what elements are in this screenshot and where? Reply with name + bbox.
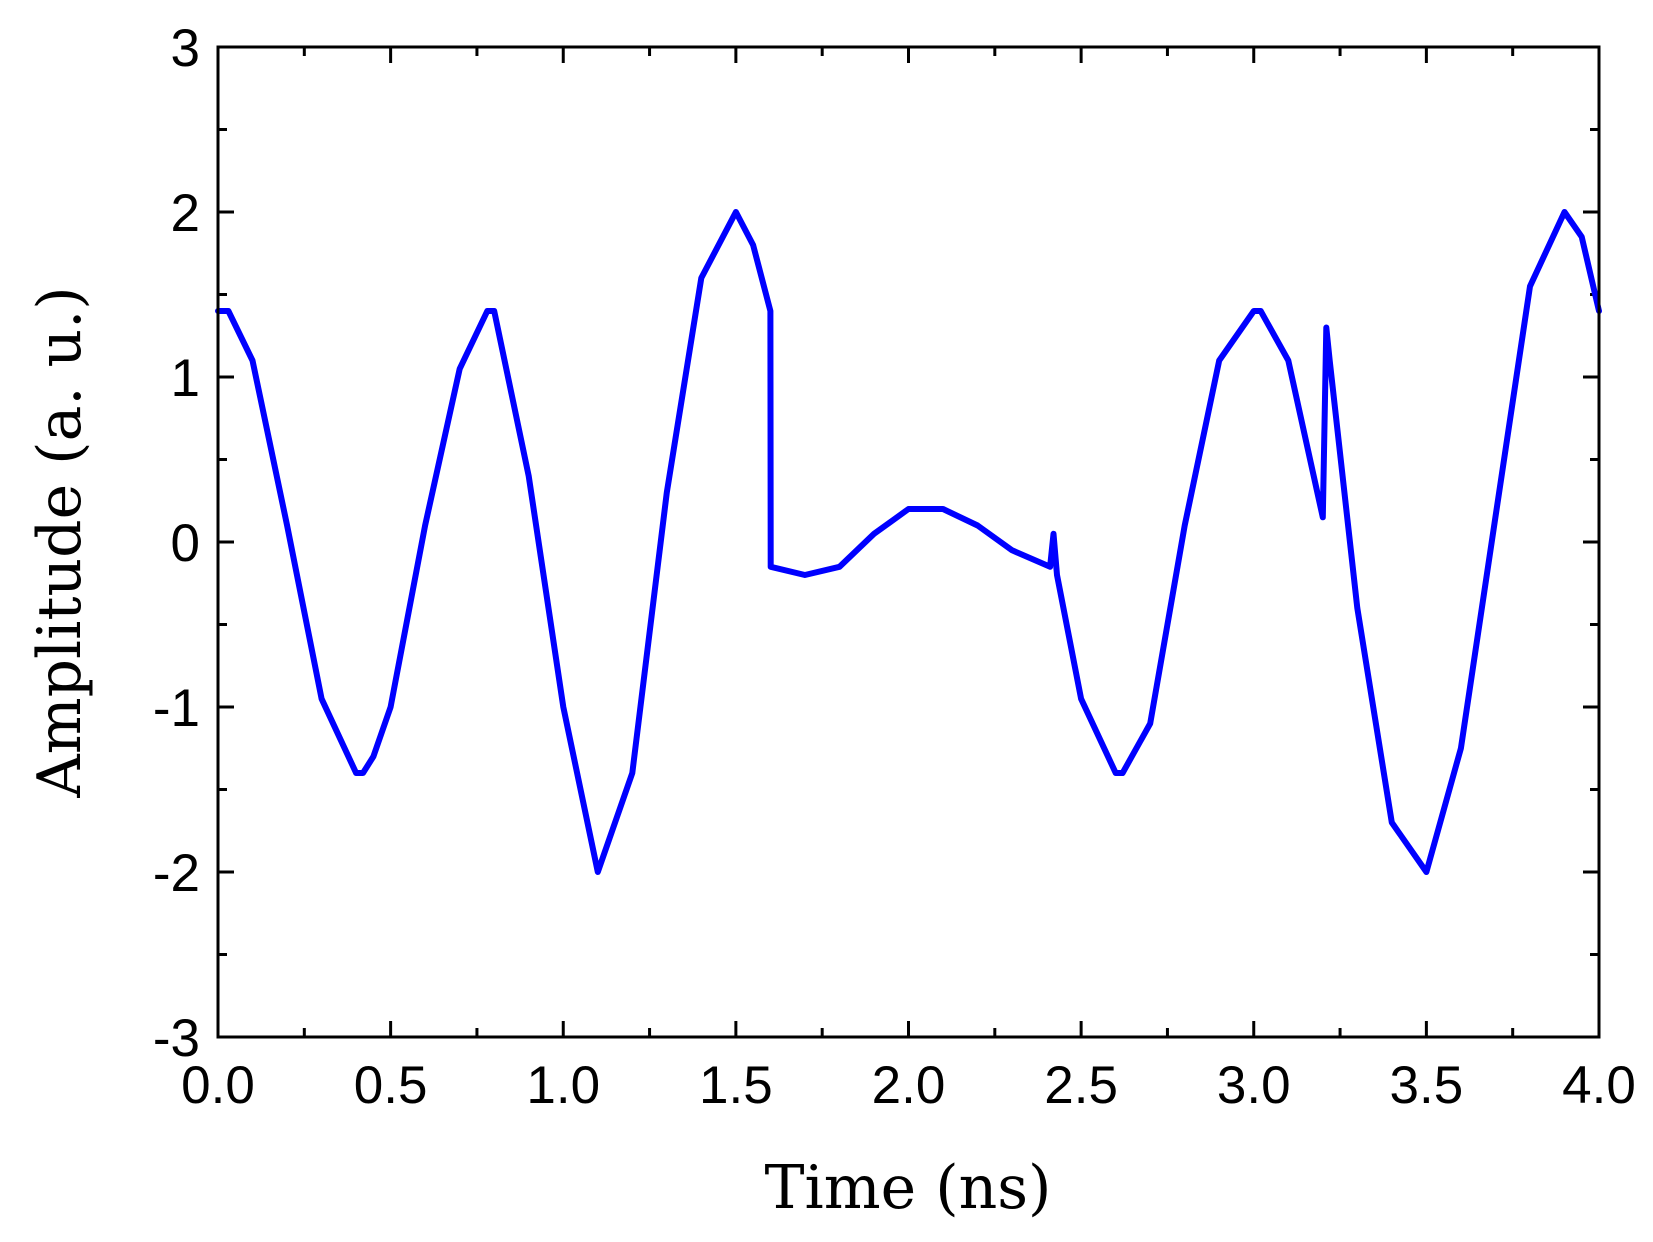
y-tick-label: -2 — [153, 844, 200, 903]
y-tick-label: -3 — [153, 1009, 200, 1068]
y-tick-label: 3 — [171, 19, 200, 78]
y-tick-label: 2 — [171, 184, 200, 243]
y-tick-label: -1 — [153, 679, 200, 738]
plot-frame — [216, 45, 1601, 1039]
x-tick-label: 1.5 — [699, 1056, 773, 1115]
y-tick-label: 1 — [171, 349, 200, 408]
x-tick-label: 1.0 — [526, 1056, 600, 1115]
x-tick-label: 3.5 — [1390, 1056, 1464, 1115]
x-tick-label: 2.5 — [1044, 1056, 1118, 1115]
data-series — [215, 209, 1602, 875]
x-tick-label: 4.0 — [1562, 1056, 1636, 1115]
x-axis-title: Time (ns) — [765, 1153, 1052, 1223]
x-tick-label: 0.0 — [181, 1056, 255, 1115]
x-tick-label: 2.0 — [872, 1056, 946, 1115]
axis-ticks — [216, 45, 1601, 1039]
x-tick-label: 3.0 — [1217, 1056, 1291, 1115]
series-line — [215, 209, 1602, 875]
y-axis-title: Amplitude (a. u.) — [25, 286, 95, 798]
y-tick-label: 0 — [171, 514, 200, 573]
axis-tick-labels: 0.0 0.5 1.0 1.5 2.0 2.5 3.0 3.5 4.0 -3 -2 -1 0 1 2 3 — [153, 19, 1636, 1115]
x-tick-label: 0.5 — [354, 1056, 428, 1115]
